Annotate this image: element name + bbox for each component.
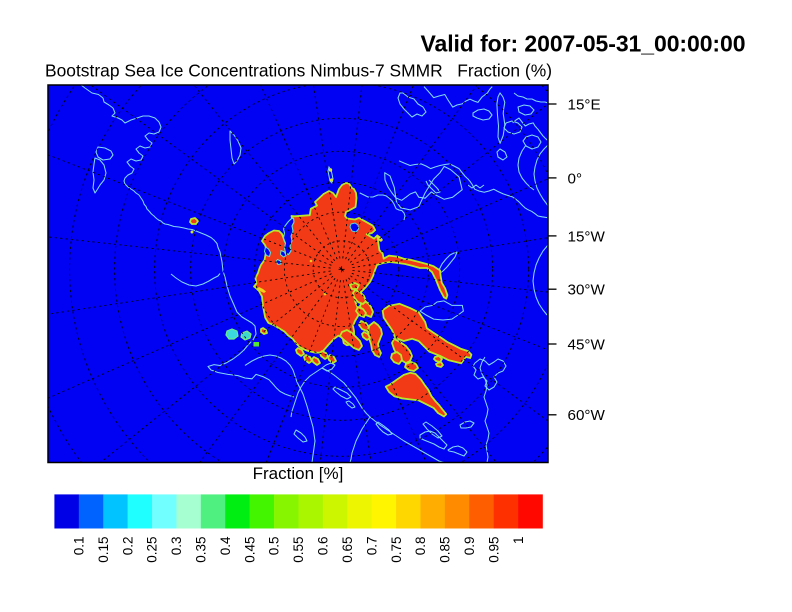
svg-text:15°E: 15°E xyxy=(568,96,601,113)
svg-text:0.3: 0.3 xyxy=(169,537,184,556)
svg-text:15°W: 15°W xyxy=(568,228,606,245)
svg-text:30°W: 30°W xyxy=(568,282,606,299)
svg-text:0°: 0° xyxy=(568,170,583,187)
svg-text:Bootstrap Sea Ice Concentratio: Bootstrap Sea Ice Concentrations Nimbus-… xyxy=(45,60,552,80)
svg-text:0.2: 0.2 xyxy=(120,537,135,556)
svg-text:0.1: 0.1 xyxy=(72,537,87,556)
svg-text:0.65: 0.65 xyxy=(340,537,355,563)
svg-text:0.8: 0.8 xyxy=(413,537,428,556)
svg-text:0.15: 0.15 xyxy=(96,537,111,563)
svg-text:0.7: 0.7 xyxy=(364,537,379,556)
svg-text:45°W: 45°W xyxy=(568,336,606,353)
svg-text:0.6: 0.6 xyxy=(316,537,331,556)
svg-text:0.25: 0.25 xyxy=(145,537,160,563)
svg-text:0.85: 0.85 xyxy=(438,537,453,563)
svg-text:0.5: 0.5 xyxy=(267,537,282,556)
svg-text:Valid for: 2007-05-31_00:00:00: Valid for: 2007-05-31_00:00:00 xyxy=(421,30,746,56)
svg-text:0.9: 0.9 xyxy=(462,537,477,556)
svg-text:0.75: 0.75 xyxy=(389,537,404,563)
svg-text:0.4: 0.4 xyxy=(218,536,233,555)
svg-text:Fraction [%]: Fraction [%] xyxy=(253,464,344,483)
svg-text:0.35: 0.35 xyxy=(194,537,209,563)
svg-text:0.45: 0.45 xyxy=(242,537,257,563)
svg-text:1: 1 xyxy=(511,537,526,545)
svg-text:0.95: 0.95 xyxy=(486,537,501,563)
svg-text:0.55: 0.55 xyxy=(291,537,306,563)
svg-text:60°W: 60°W xyxy=(568,407,606,424)
